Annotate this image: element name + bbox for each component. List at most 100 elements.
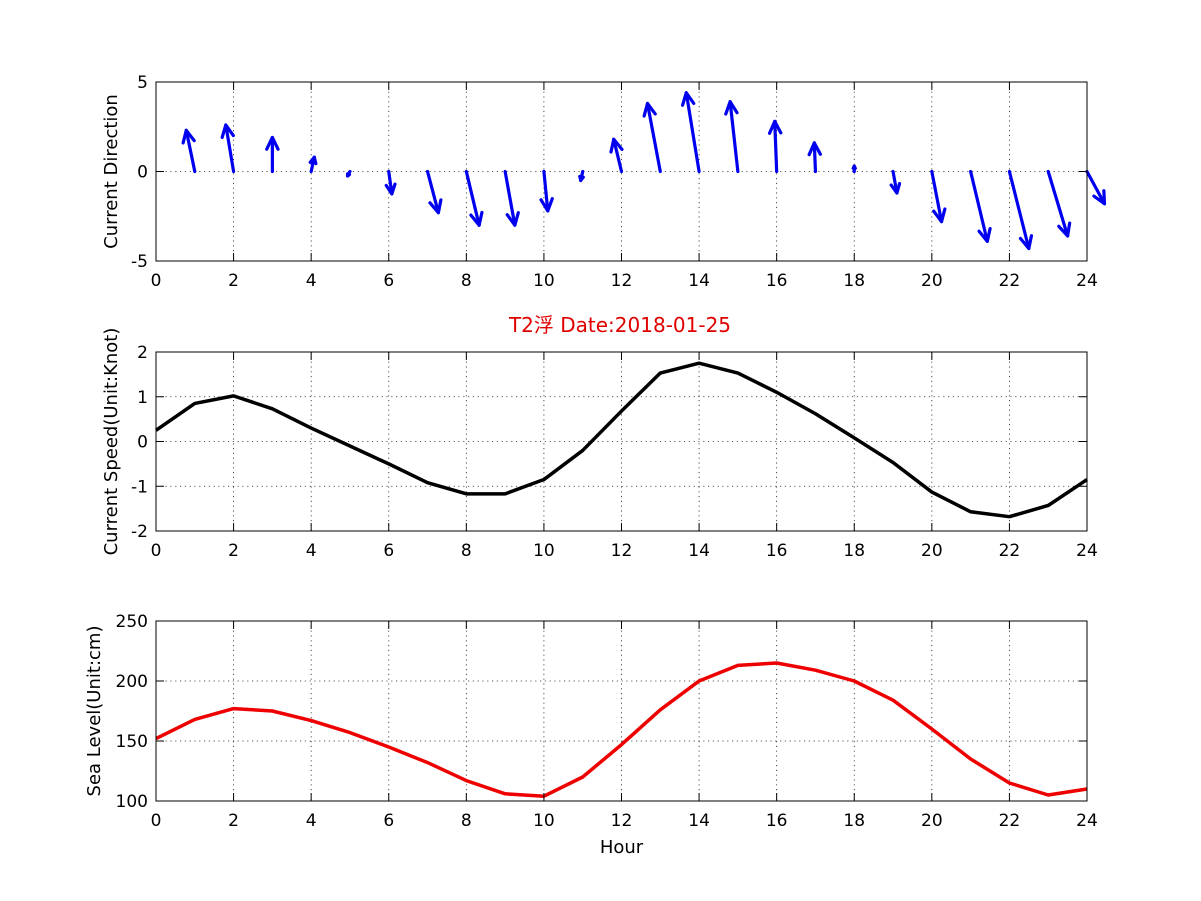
x-tick-label: 6 — [383, 811, 394, 831]
arrow-head — [1018, 234, 1034, 251]
arrow-head — [1057, 221, 1072, 238]
x-tick-label: 16 — [766, 271, 788, 291]
x-tick-label: 2 — [228, 271, 239, 291]
current-arrow — [181, 128, 197, 174]
current-arrow — [425, 169, 443, 215]
arrow-head — [851, 164, 857, 170]
x-tick-label: 6 — [383, 271, 394, 291]
current-arrow — [807, 141, 822, 174]
current-arrow — [609, 137, 624, 174]
current-arrow — [1046, 169, 1072, 238]
arrow-shaft — [184, 128, 197, 174]
arrow-head — [680, 91, 696, 107]
arrow-shaft — [1085, 169, 1107, 206]
x-tick-label: 24 — [1076, 541, 1098, 561]
current-arrow — [969, 169, 992, 243]
arrow-head — [469, 210, 484, 227]
arrow-shaft — [224, 123, 236, 174]
x-tick-label: 8 — [461, 541, 472, 561]
current-arrow — [464, 169, 484, 227]
arrow-head — [578, 174, 585, 183]
x-tick-label: 4 — [306, 811, 317, 831]
current-arrow — [384, 169, 397, 196]
current-arrow — [578, 169, 585, 183]
arrow-shaft — [542, 169, 550, 213]
arrow-shaft — [930, 169, 944, 224]
x-tick-label: 10 — [533, 811, 555, 831]
arrow-shaft — [969, 169, 989, 243]
current-arrow — [265, 135, 280, 174]
arrow-head — [724, 100, 739, 116]
arrow-head — [932, 207, 947, 224]
x-tick-label: 24 — [1076, 271, 1098, 291]
x-tick-label: 20 — [921, 541, 943, 561]
current-arrow — [767, 119, 783, 174]
x-tick-label: 16 — [766, 541, 788, 561]
x-tick-label: 24 — [1076, 811, 1098, 831]
x-tick-label: 14 — [688, 811, 710, 831]
arrow-head — [220, 123, 235, 140]
arrow-head — [642, 101, 657, 118]
x-tick-label: 16 — [766, 811, 788, 831]
arrow-head — [308, 155, 318, 166]
arrow-head — [807, 141, 822, 157]
x-tick-label: 20 — [921, 811, 943, 831]
sea-level-series-line — [155, 661, 1088, 798]
y-tick-label: 150 — [116, 732, 148, 752]
arrow-shaft — [1007, 169, 1031, 251]
arrow-shaft — [684, 91, 701, 174]
x-tick-label: 22 — [999, 541, 1021, 561]
x-tick-label: 4 — [306, 541, 317, 561]
sea-level-x-axis-label: Hour — [600, 837, 644, 858]
current-arrow — [1085, 169, 1107, 206]
current-arrow — [889, 169, 902, 195]
arrow-shaft — [1046, 169, 1070, 238]
current-arrow — [308, 155, 318, 174]
arrow-head — [384, 182, 397, 196]
x-tick-label: 20 — [921, 271, 943, 291]
current-arrow — [220, 123, 236, 174]
arrow-shaft — [645, 101, 662, 174]
x-tick-label: 6 — [383, 541, 394, 561]
x-tick-label: 18 — [843, 541, 865, 561]
x-tick-label: 2 — [228, 541, 239, 561]
current-arrow — [1007, 169, 1034, 251]
arrow-head — [767, 119, 783, 135]
y-tick-label: -1 — [131, 477, 148, 497]
x-tick-label: 14 — [688, 271, 710, 291]
y-tick-label: 100 — [116, 792, 148, 812]
speed-series-line — [155, 361, 1088, 519]
arrow-head — [181, 128, 196, 145]
arrow-head — [609, 137, 624, 154]
arrow-head — [539, 197, 554, 213]
arrow-shaft — [464, 169, 481, 227]
direction-y-axis-label: Current Direction — [101, 94, 122, 249]
current-arrow — [724, 100, 740, 174]
x-tick-label: 0 — [151, 811, 162, 831]
arrow-shaft — [387, 169, 394, 196]
x-tick-label: 0 — [151, 271, 162, 291]
x-tick-label: 8 — [461, 271, 472, 291]
y-tick-label: 0 — [137, 433, 148, 453]
x-tick-label: 22 — [999, 271, 1021, 291]
arrow-head — [428, 198, 443, 215]
current-arrow — [346, 169, 352, 178]
arrow-shaft — [612, 137, 624, 174]
arrow-shaft — [728, 100, 740, 174]
y-tick-label: -2 — [131, 522, 148, 542]
speed-y-axis-label: Current Speed(Unit:Knot) — [101, 328, 122, 556]
arrow-shaft — [503, 169, 517, 227]
arrow-shaft — [773, 119, 779, 174]
x-tick-label: 22 — [999, 811, 1021, 831]
y-tick-label: -5 — [131, 252, 148, 272]
arrow-head — [346, 172, 352, 178]
current-arrow — [503, 169, 520, 227]
arrow-head — [1092, 189, 1107, 206]
y-tick-label: 1 — [137, 388, 148, 408]
arrow-shaft — [812, 141, 818, 174]
